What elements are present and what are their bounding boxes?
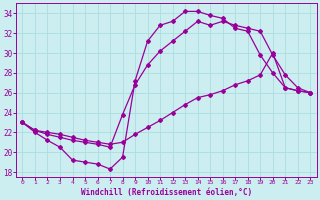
X-axis label: Windchill (Refroidissement éolien,°C): Windchill (Refroidissement éolien,°C) <box>81 188 252 197</box>
